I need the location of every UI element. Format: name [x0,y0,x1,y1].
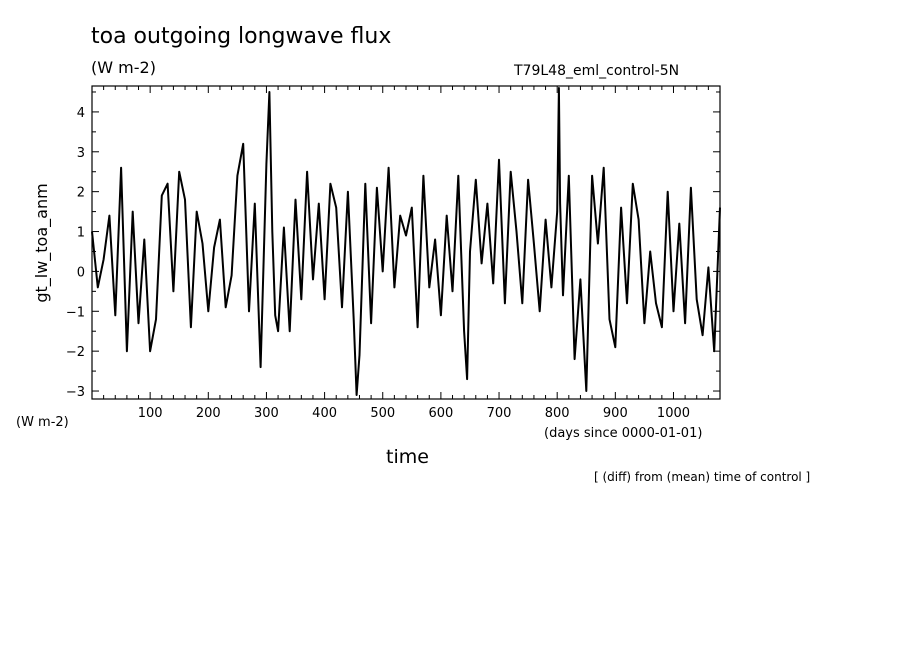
y-axis-title: gt_lw_toa_anm [32,183,52,302]
x-tick-label: 100 [138,406,163,421]
case-label: T79L48_eml_control-5N [514,63,680,79]
x-tick-label: 1000 [657,406,690,421]
y-tick-label: −3 [66,385,85,400]
x-tick-label: 700 [487,406,512,421]
y-tick-label: 2 [77,186,85,201]
x-tick-label: 200 [196,406,221,421]
title-units: (W m-2) [91,58,156,77]
x-tick-label: 800 [545,406,570,421]
y-tick-label: 4 [77,106,85,121]
y-tick-label: 3 [77,146,85,161]
y-tick-label: 1 [77,226,85,241]
x-units-label: (days since 0000-01-01) [544,426,703,441]
y-tick-label: −1 [66,305,85,320]
ticks-layer: 100 200 300 400 500 600 700 800 900 1000 −3 −2 −1 0 1 2… [66,86,720,421]
x-tick-label: 600 [428,406,453,421]
series-line [91,87,721,396]
x-tick-label: 900 [603,406,628,421]
y-tick-label: 0 [77,265,85,280]
x-tick-label: 400 [312,406,337,421]
y-tick-label: −2 [66,345,85,360]
x-axis-title: time [386,446,429,468]
x-tick-label: 500 [370,406,395,421]
plot-frame [91,85,721,400]
y-units-label: (W m-2) [16,415,69,430]
chart-title: toa outgoing longwave flux [91,24,392,49]
x-tick-label: 300 [254,406,279,421]
footnote: [ (diff) from (mean) time of control ] [594,470,811,484]
